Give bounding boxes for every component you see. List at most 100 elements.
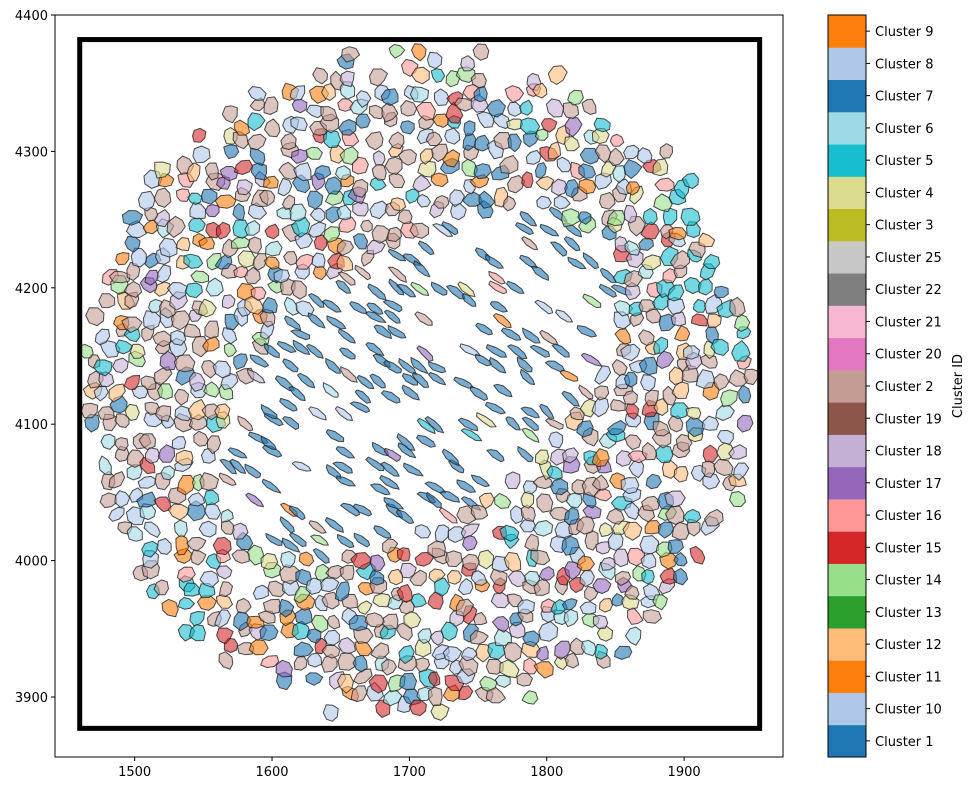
cell	[341, 46, 361, 63]
cell	[233, 353, 248, 370]
cell	[564, 179, 579, 199]
colorbar-tick-label: Cluster 3	[875, 219, 934, 234]
cell	[396, 547, 411, 562]
cell	[204, 204, 220, 218]
cell	[442, 646, 463, 663]
cell	[445, 550, 463, 568]
cell	[336, 239, 355, 256]
cell	[641, 495, 661, 512]
cell	[171, 436, 187, 450]
cell	[698, 278, 713, 296]
cell	[176, 474, 196, 496]
cell	[398, 645, 415, 664]
cell	[373, 150, 386, 166]
cell	[384, 156, 403, 175]
cell	[470, 570, 488, 586]
cell	[189, 201, 207, 220]
cell	[292, 339, 311, 355]
cell	[717, 429, 734, 445]
cell	[492, 313, 512, 328]
cell	[674, 325, 691, 342]
cell	[713, 373, 730, 391]
cell	[428, 686, 443, 707]
cell	[214, 194, 237, 209]
cell	[282, 194, 296, 210]
cell	[339, 70, 355, 88]
cell	[99, 340, 121, 358]
cell	[582, 293, 602, 308]
x-tick-label: 1900	[668, 765, 701, 780]
cell	[715, 404, 735, 421]
cell	[576, 555, 595, 572]
cell	[409, 222, 430, 239]
cell	[264, 256, 280, 270]
cell	[625, 626, 642, 646]
cell	[160, 465, 175, 481]
cell	[115, 339, 133, 355]
cell	[174, 519, 188, 537]
cell	[510, 505, 525, 524]
cell	[734, 313, 751, 332]
colorbar-tick-label: Cluster 7	[875, 90, 934, 105]
cell	[673, 552, 688, 567]
cell	[351, 156, 369, 175]
cell	[356, 375, 375, 390]
cell	[440, 621, 458, 642]
cell	[335, 446, 355, 459]
cell	[336, 254, 354, 272]
cell	[80, 402, 99, 419]
cell	[424, 481, 446, 494]
cell	[473, 612, 488, 626]
cell	[517, 599, 535, 615]
cell	[370, 483, 391, 496]
cell	[381, 658, 397, 676]
cell	[567, 89, 584, 106]
cell	[288, 505, 306, 521]
cell	[337, 534, 355, 549]
cell	[143, 521, 161, 538]
cell	[126, 261, 141, 281]
cell	[383, 360, 402, 374]
colorbar-swatch	[828, 176, 866, 210]
cell	[354, 389, 372, 404]
cell	[340, 366, 358, 383]
cell	[701, 415, 720, 431]
cell	[387, 325, 407, 339]
cell	[474, 134, 490, 152]
cell	[153, 209, 170, 228]
cell	[263, 175, 279, 189]
cell	[567, 256, 587, 270]
cell	[174, 405, 193, 422]
cell	[624, 434, 642, 451]
cell	[614, 328, 632, 345]
cell	[314, 165, 332, 181]
cell	[325, 429, 345, 443]
cell	[93, 385, 109, 402]
cell	[188, 217, 206, 233]
cell	[388, 172, 406, 189]
cell	[326, 614, 341, 630]
cell	[460, 523, 480, 539]
cell	[531, 265, 549, 281]
cell	[259, 189, 276, 206]
cell	[519, 211, 538, 227]
colorbar-swatch	[828, 724, 866, 758]
cell	[214, 609, 232, 629]
cell	[622, 390, 638, 406]
cell	[638, 329, 655, 347]
cell	[532, 82, 548, 99]
cell	[582, 252, 599, 269]
cell	[173, 354, 196, 373]
cell	[594, 365, 612, 385]
cell	[190, 270, 209, 284]
cell	[264, 118, 281, 138]
cell	[430, 703, 450, 721]
cell	[336, 204, 352, 221]
cell	[265, 240, 283, 257]
cell	[576, 325, 597, 338]
cell	[553, 195, 571, 210]
colorbar: Cluster 1 Cluster 10 Cluster 11 Cluster 12 C…	[827, 14, 942, 758]
cell	[382, 690, 403, 707]
cell	[322, 382, 339, 398]
cell	[683, 345, 701, 360]
